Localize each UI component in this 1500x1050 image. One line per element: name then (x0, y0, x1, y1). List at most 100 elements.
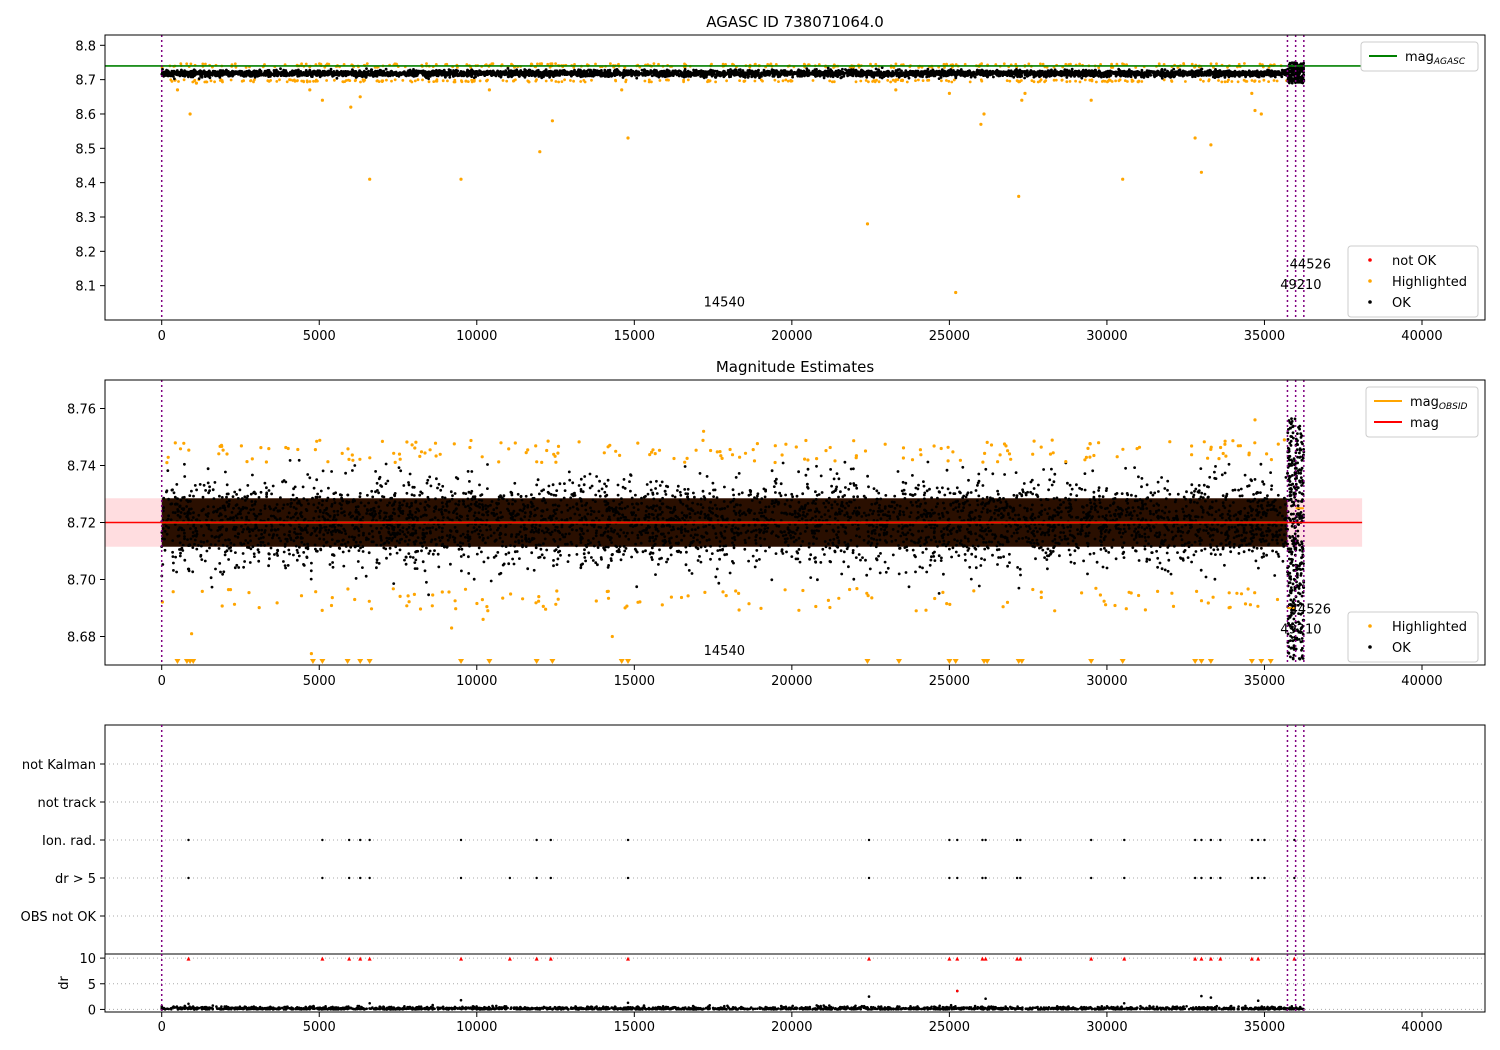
highlighted-point (427, 80, 431, 84)
highlighted-point (683, 62, 686, 66)
highlighted-point (1088, 78, 1092, 82)
highlighted-point (560, 80, 564, 83)
ok-point (1080, 76, 1084, 80)
ok-point (1012, 75, 1016, 79)
highlighted-point (253, 78, 256, 82)
ok-point (284, 72, 287, 75)
highlighted-point (1162, 78, 1166, 82)
highlighted-point (1014, 62, 1018, 66)
ok-point (1020, 72, 1023, 76)
highlighted-point (505, 79, 509, 83)
highlighted-point (1121, 62, 1124, 66)
highlighted-point (470, 78, 474, 82)
ok-point (1244, 75, 1247, 79)
highlighted-point (359, 80, 362, 84)
highlighted-point (434, 63, 438, 66)
highlighted-point (170, 80, 174, 83)
highlighted-point (312, 79, 315, 83)
highlighted-point (425, 62, 428, 65)
highlighted-point (189, 62, 193, 66)
ok-point (826, 66, 830, 70)
highlighted-point (738, 79, 741, 82)
highlighted-point (1134, 66, 1138, 69)
highlighted-point (445, 62, 449, 66)
highlighted-point (380, 80, 384, 83)
highlighted-point (582, 79, 586, 82)
highlighted-point (875, 78, 878, 82)
highlighted-point (766, 63, 770, 66)
highlighted-point (1230, 80, 1234, 83)
highlighted-point (229, 78, 233, 82)
highlighted-point (1258, 62, 1262, 66)
highlighted-point (1236, 80, 1240, 84)
highlighted-point (1052, 78, 1056, 82)
ok-point (1177, 69, 1181, 72)
highlighted-point (889, 80, 892, 84)
highlighted-point (546, 62, 550, 66)
highlighted-point (252, 80, 255, 84)
highlighted-point (643, 79, 647, 83)
highlighted-point (478, 79, 482, 83)
highlighted-point (624, 80, 628, 84)
highlighted-point (300, 79, 304, 83)
highlighted-point (446, 79, 449, 83)
highlighted-point (177, 80, 180, 83)
ok-point (704, 75, 708, 79)
highlighted-point (204, 62, 207, 66)
highlighted-point (441, 79, 445, 83)
highlighted-point (947, 79, 951, 83)
highlighted-point (609, 62, 612, 66)
highlighted-point (1272, 79, 1276, 82)
highlighted-point (1117, 79, 1121, 83)
highlighted-point (1090, 78, 1094, 82)
highlighted-point (917, 78, 920, 82)
highlighted-point (314, 78, 318, 82)
highlighted-point (573, 63, 576, 66)
highlighted-point (830, 80, 834, 84)
highlighted-point (409, 79, 412, 83)
highlighted-point (1099, 63, 1102, 66)
highlighted-point (535, 78, 538, 82)
ok-point (335, 76, 339, 80)
highlighted-point (921, 79, 925, 82)
highlighted-point (647, 78, 651, 82)
highlighted-point (569, 79, 572, 82)
highlighted-point (527, 80, 530, 83)
highlighted-point (1095, 80, 1098, 84)
ok-point (365, 67, 368, 70)
highlighted-point (623, 66, 627, 69)
highlighted-point (550, 79, 553, 82)
ok-point (197, 77, 201, 80)
ok-point (878, 75, 882, 79)
ok-point (1029, 69, 1033, 72)
highlighted-point (1199, 78, 1202, 82)
highlighted-point (536, 62, 539, 66)
ok-point (203, 75, 207, 78)
ok-point (173, 77, 176, 81)
highlighted-point (1097, 66, 1101, 69)
highlighted-point (892, 66, 896, 69)
highlighted-point (435, 78, 439, 82)
highlighted-point (466, 80, 470, 83)
ok-point (947, 69, 951, 73)
highlighted-point (894, 62, 898, 66)
ok-point (997, 74, 1000, 78)
ok-point (263, 70, 267, 74)
highlighted-point (594, 62, 597, 66)
highlighted-point (784, 78, 788, 82)
ok-point (1065, 76, 1069, 79)
highlighted-point (1215, 62, 1218, 66)
highlighted-point (304, 62, 308, 66)
highlighted-point (1262, 78, 1266, 82)
highlighted-point (191, 80, 195, 84)
highlighted-point (540, 62, 543, 66)
highlighted-point (1267, 80, 1270, 83)
highlighted-point (1130, 78, 1134, 82)
highlighted-point (1008, 79, 1012, 83)
ok-point (737, 68, 741, 72)
highlighted-point (1043, 80, 1046, 84)
highlighted-point (1054, 78, 1058, 82)
highlighted-point (485, 79, 488, 83)
highlighted-point (781, 79, 785, 83)
ok-point (1080, 70, 1084, 73)
